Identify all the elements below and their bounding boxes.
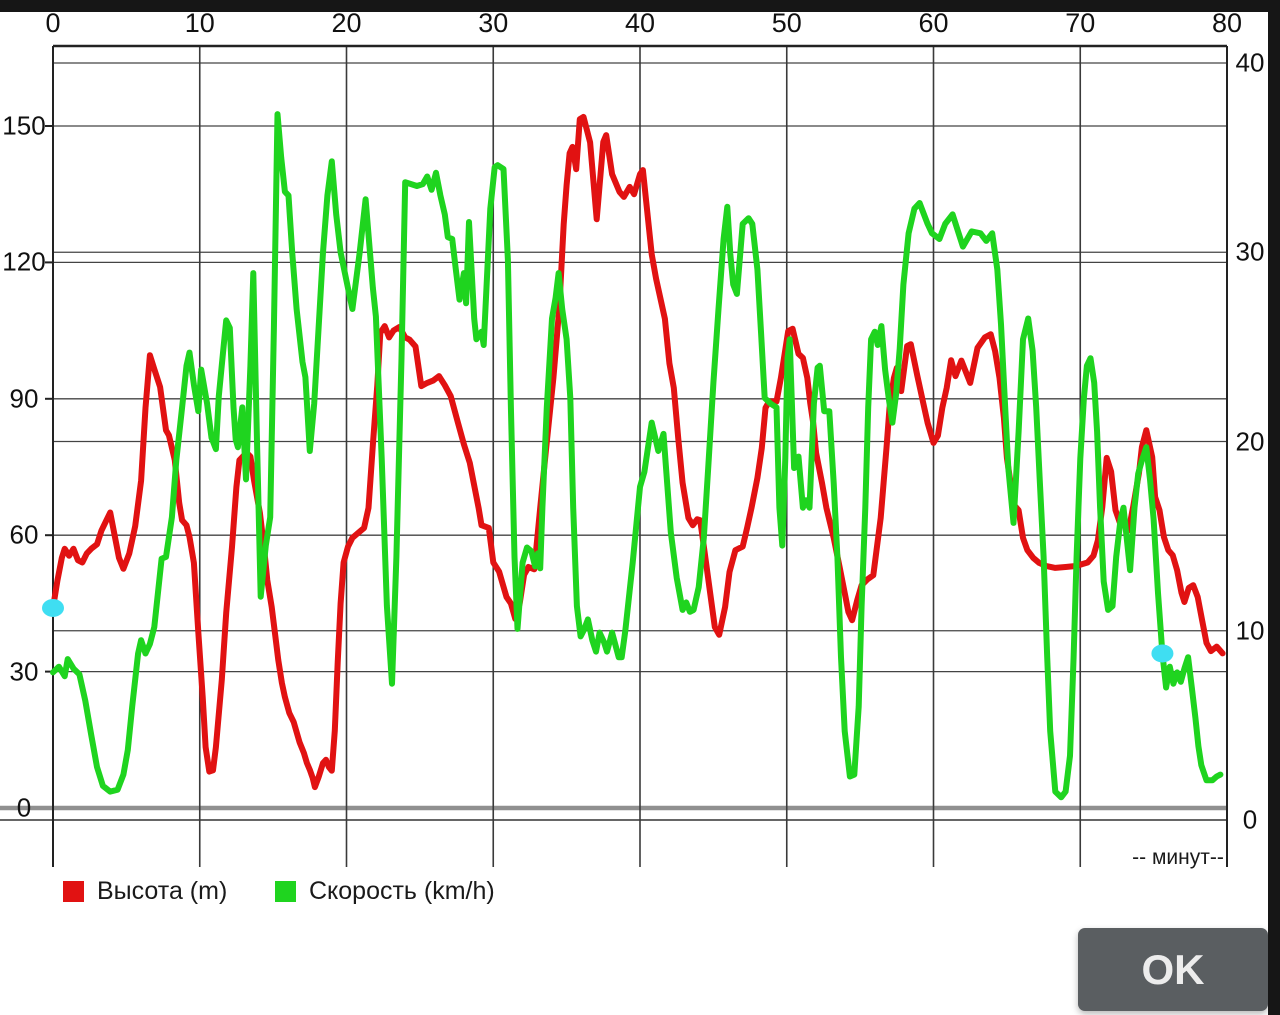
y-right-tick-label: 0 bbox=[1242, 804, 1258, 835]
x-tick-label: 20 bbox=[331, 8, 362, 38]
y-left-tick-label: 120 bbox=[2, 246, 46, 277]
series-speed-line bbox=[50, 111, 1224, 801]
y-left-tick-label: 30 bbox=[9, 656, 39, 687]
y-right-tick-label: 30 bbox=[1235, 236, 1265, 267]
y-left-tick-label: 150 bbox=[2, 110, 46, 141]
legend-altitude-label: Высота (m) bbox=[97, 877, 228, 905]
y-right-tick-label: 40 bbox=[1235, 47, 1265, 78]
y-left-tick-label: 60 bbox=[9, 519, 39, 550]
x-axis-unit-label: -- минут-- bbox=[1132, 846, 1224, 869]
screen-edge-strip bbox=[1268, 0, 1280, 1015]
x-tick-label: 0 bbox=[45, 8, 61, 38]
x-tick-label: 70 bbox=[1065, 8, 1096, 38]
status-bar bbox=[0, 0, 1280, 12]
ok-button[interactable]: OK bbox=[1078, 928, 1268, 1011]
legend-speed-label: Скорость (km/h) bbox=[309, 877, 495, 905]
chart-legend: Высота (m) Скорость (km/h) bbox=[0, 872, 900, 906]
position-marker-dot bbox=[1151, 644, 1174, 663]
position-marker-dot bbox=[42, 598, 64, 617]
legend-item-speed: Скорость (km/h) bbox=[275, 877, 495, 906]
x-tick-label: 40 bbox=[624, 8, 656, 38]
y-left-tick-label: 0 bbox=[16, 792, 32, 823]
y-right-tick-label: 20 bbox=[1235, 426, 1265, 456]
x-tick-label: 30 bbox=[478, 8, 509, 38]
x-tick-label: 50 bbox=[771, 8, 802, 38]
x-tick-label: 10 bbox=[184, 8, 215, 38]
speed-swatch-icon bbox=[275, 881, 296, 902]
x-tick-label: 60 bbox=[918, 8, 949, 38]
x-tick-label: 80 bbox=[1211, 8, 1243, 38]
y-left-tick-label: 90 bbox=[9, 383, 39, 414]
y-right-tick-label: 10 bbox=[1235, 615, 1265, 646]
legend-item-altitude: Высота (m) bbox=[63, 877, 227, 906]
altitude-swatch-icon bbox=[63, 881, 84, 902]
